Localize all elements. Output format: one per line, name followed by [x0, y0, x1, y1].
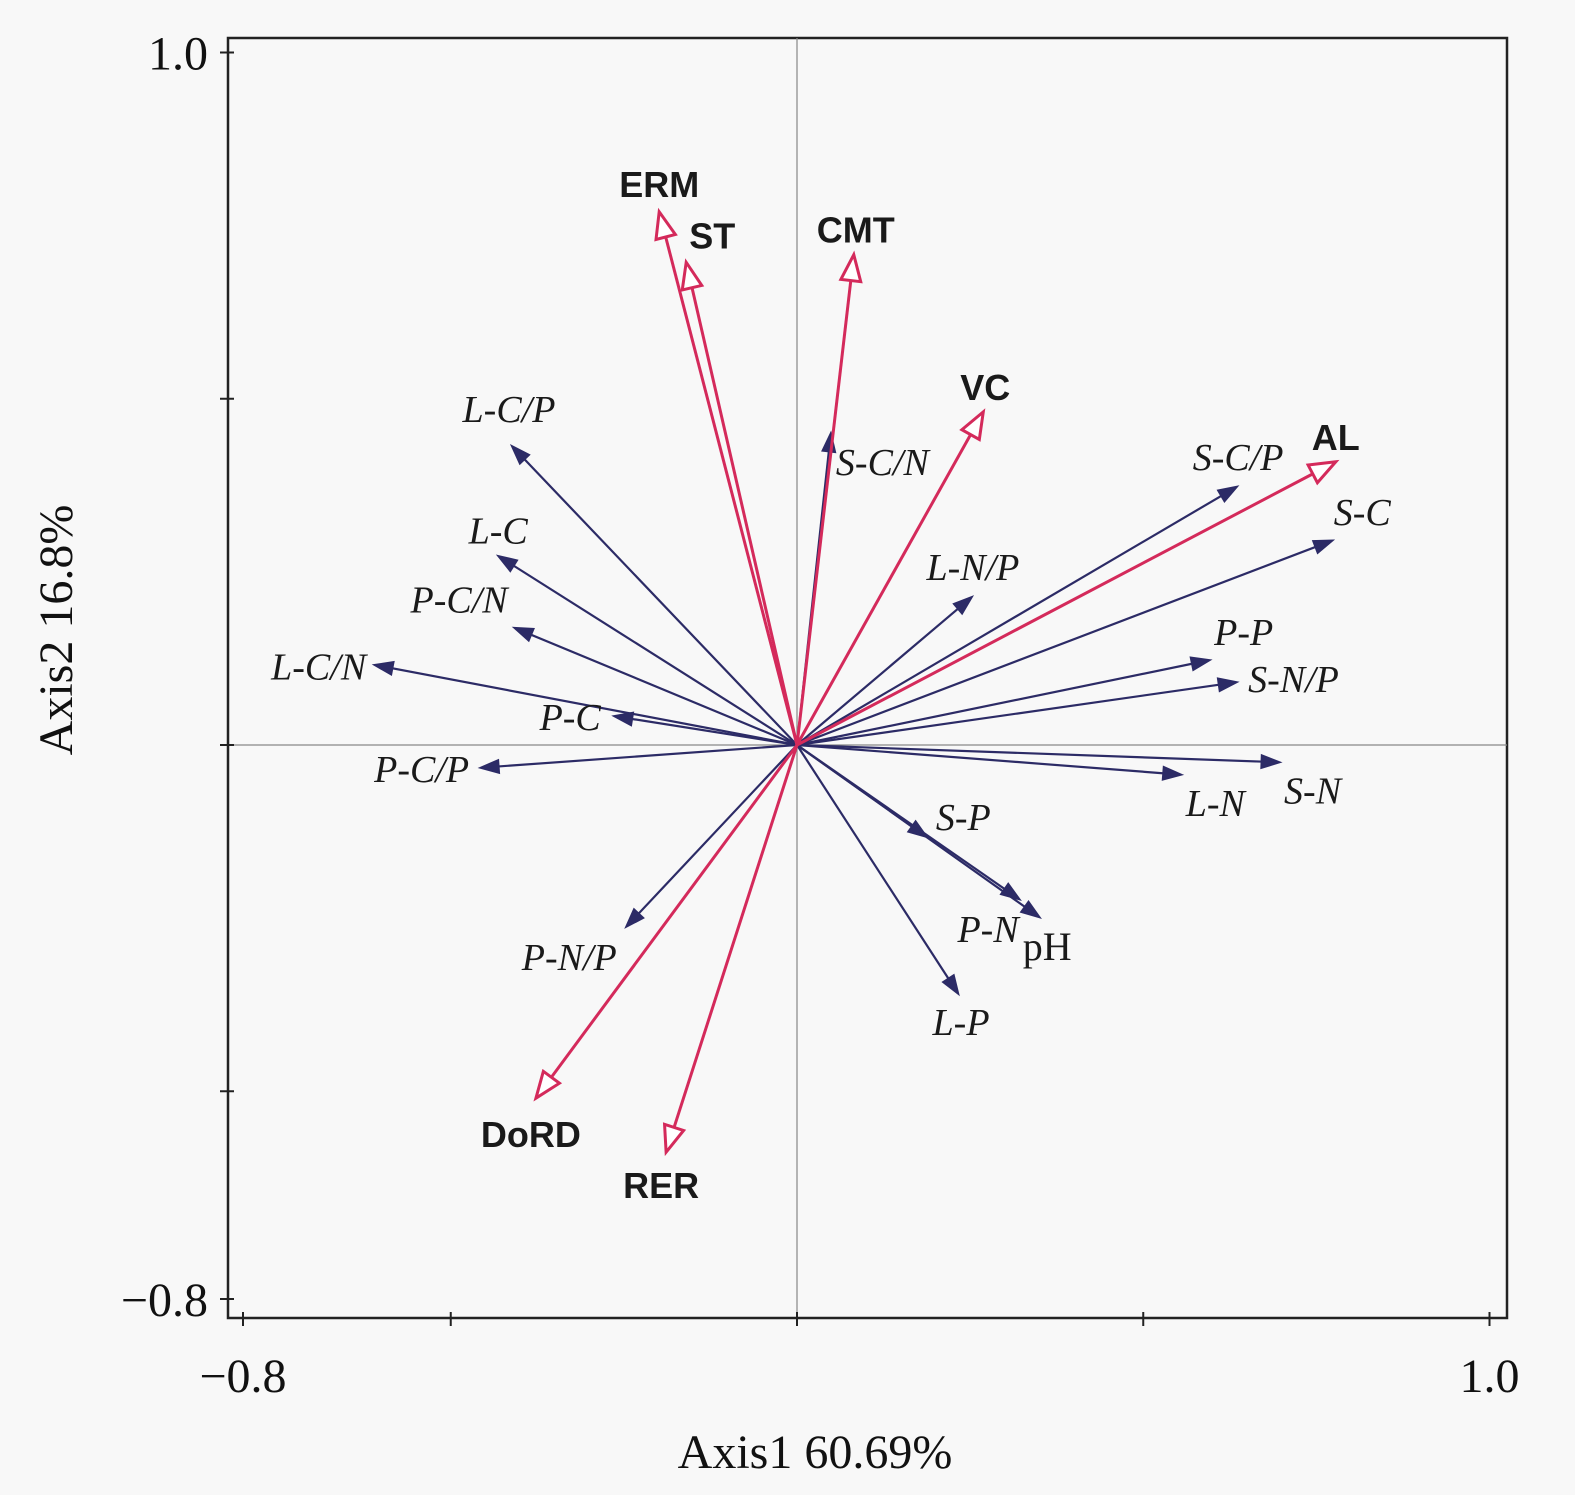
arrow-p-c-p-shaft	[483, 743, 798, 769]
arrow-p-n-p-shaft	[627, 744, 798, 926]
arrow-s-c-p-head	[1216, 485, 1240, 504]
arrow-ph-shaft	[796, 744, 1039, 917]
arrow-l-c-p-label: L-C/P	[462, 389, 556, 431]
arrow-s-n-shaft	[796, 743, 1278, 764]
arrow-ph-head	[1019, 899, 1042, 920]
arrow-cmt-label: CMT	[817, 210, 895, 251]
arrow-erm-label: ERM	[619, 164, 699, 205]
x-axis-title: Axis1 60.69%	[678, 1426, 953, 1479]
arrow-cmt-head	[838, 250, 863, 284]
arrow-dord-label: DoRD	[481, 1114, 581, 1155]
arrow-p-c-p-head	[477, 758, 501, 775]
arrow-s-p-label: S-P	[936, 797, 991, 839]
arrow-al-head	[1305, 459, 1340, 486]
arrow-l-p-head	[941, 973, 960, 997]
arrow-erm-shaft	[664, 236, 799, 746]
arrow-s-n-p-head	[1216, 677, 1240, 693]
arrow-l-n-p-label: L-N/P	[925, 547, 1019, 589]
arrow-p-n-p-label: P-N/P	[521, 937, 617, 979]
y-tick-label: −0.8	[121, 1274, 208, 1327]
arrow-s-n-head	[1260, 753, 1283, 770]
arrow-l-p-label: L-P	[932, 1002, 990, 1044]
arrow-l-c-label: L-C	[468, 510, 529, 552]
arrow-p-p-shaft	[796, 659, 1208, 747]
arrow-p-c-n-label: P-C/N	[410, 579, 511, 621]
arrow-l-c-n-shaft	[376, 664, 798, 747]
arrow-p-c-n-head	[511, 626, 535, 643]
arrow-l-c-p-head	[509, 444, 531, 466]
arrow-ph-label: pH	[1023, 924, 1072, 969]
arrow-st-head	[680, 258, 705, 292]
arrow-rer-label: RER	[623, 1165, 699, 1206]
x-tick-label: 1.0	[1460, 1350, 1520, 1403]
arrow-rer-shaft	[672, 744, 799, 1128]
arrow-p-n-label: P-N	[956, 909, 1021, 951]
arrow-p-c-n-shaft	[516, 627, 798, 747]
arrow-al-shaft	[796, 472, 1314, 747]
arrow-p-p-label: P-P	[1213, 612, 1273, 654]
arrow-s-n-label: S-N	[1284, 770, 1344, 812]
arrow-l-c-n-label: L-C/N	[270, 647, 369, 689]
arrow-s-c-p-label: S-C/P	[1193, 437, 1284, 479]
arrow-st-shaft	[690, 287, 799, 746]
arrow-p-c-label: P-C	[539, 697, 602, 739]
x-tick-label: −0.8	[199, 1350, 286, 1403]
arrow-l-n-p-shaft	[796, 597, 971, 746]
arrow-s-n-p-shaft	[796, 681, 1235, 747]
arrow-vc-shaft	[795, 433, 972, 746]
y-tick-label: 1.0	[148, 28, 208, 81]
arrow-rer-head	[662, 1122, 687, 1157]
arrow-s-c-head	[1311, 539, 1336, 555]
arrow-al-label: AL	[1312, 417, 1360, 458]
arrow-s-c-n-label: S-C/N	[836, 442, 932, 484]
arrow-st-label: ST	[689, 215, 735, 256]
arrow-s-c-label: S-C	[1334, 492, 1392, 534]
arrow-l-c-shaft	[499, 556, 798, 746]
arrow-l-n-shaft	[796, 743, 1179, 776]
arrow-l-n-label: L-N	[1185, 783, 1248, 825]
arrow-s-n-p-label: S-N/P	[1248, 659, 1339, 701]
arrow-l-c-n-head	[371, 660, 395, 677]
y-axis-title: Axis2 16.8%	[30, 505, 83, 756]
arrow-erm-head	[654, 207, 678, 242]
arrow-dord-head	[533, 1068, 563, 1102]
arrow-s-c-shaft	[796, 540, 1331, 747]
arrow-l-n-head	[1161, 765, 1185, 781]
arrow-p-c-shaft	[616, 715, 798, 747]
arrow-p-c-p-label: P-C/P	[373, 749, 469, 791]
arrow-l-p-shaft	[796, 744, 958, 993]
arrow-vc-head	[959, 408, 986, 442]
arrow-l-c-head	[495, 554, 519, 573]
arrow-p-c-head	[611, 711, 635, 727]
arrow-p-p-head	[1189, 656, 1213, 672]
arrow-l-c-p-shaft	[512, 447, 798, 746]
arrow-vc-label: VC	[960, 367, 1010, 408]
arrow-s-c-p-shaft	[796, 487, 1236, 746]
arrow-dord-shaft	[550, 744, 799, 1079]
arrow-l-n-p-head	[952, 595, 975, 616]
arrow-p-n-p-head	[624, 907, 645, 929]
arrow-cmt-shaft	[795, 280, 853, 746]
